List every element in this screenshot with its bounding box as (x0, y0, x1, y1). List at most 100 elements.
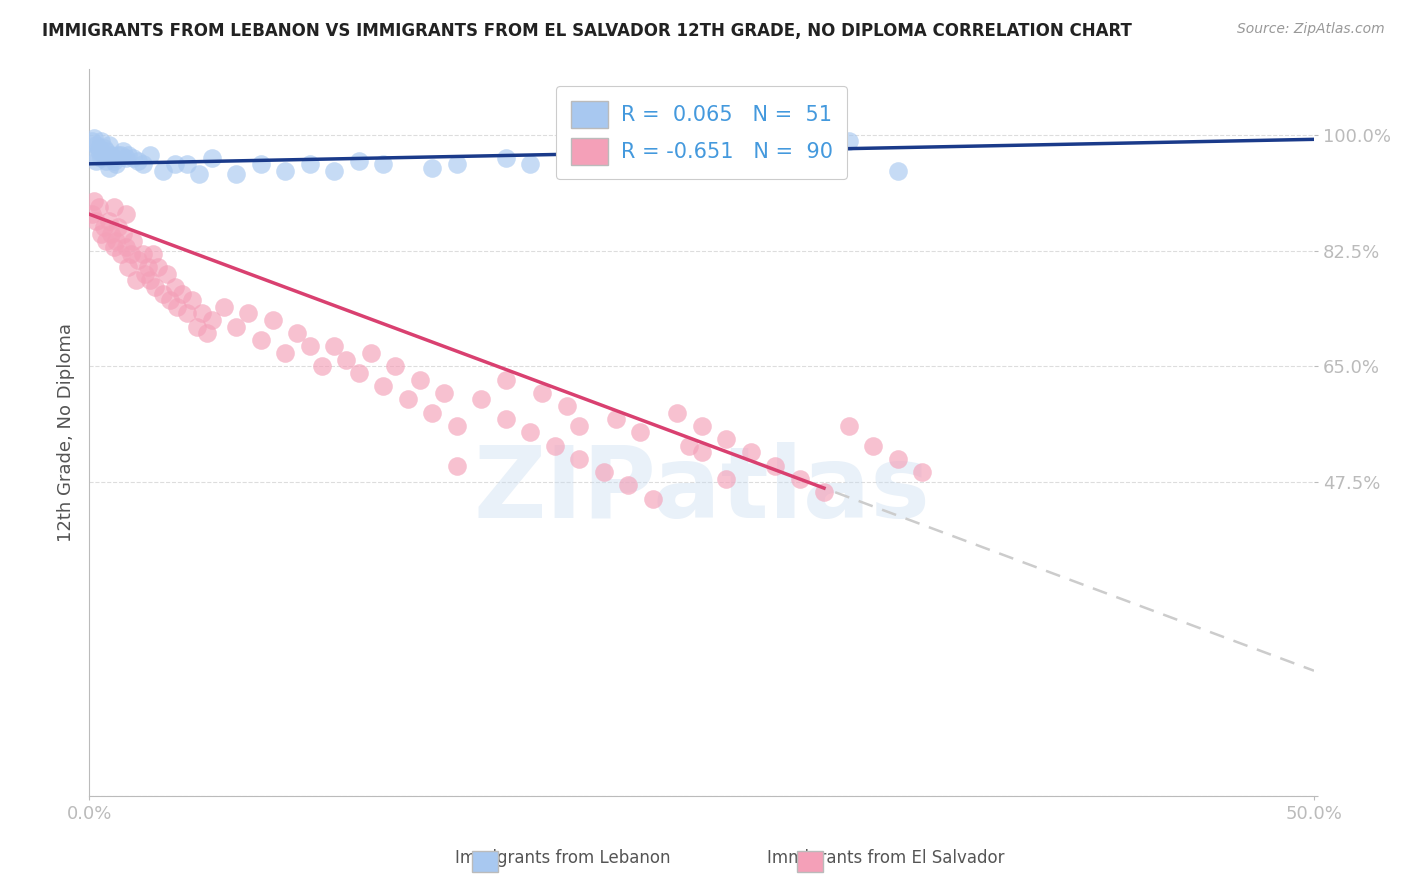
Point (568, 157, 591, 171)
Point (166, 300, 188, 314)
Point (605, 412, 627, 426)
Point (163, 280, 186, 294)
Point (103, 201, 125, 215)
Point (100, 227, 122, 241)
Point (176, 306, 198, 320)
Point (446, 157, 468, 171)
Point (347, 154, 370, 169)
Point (124, 273, 146, 287)
Point (146, 260, 169, 274)
Legend: R =  0.065   N =  51, R = -0.651   N =  90: R = 0.065 N = 51, R = -0.651 N = 90 (555, 87, 846, 179)
Point (97, 137, 120, 152)
Point (132, 247, 155, 261)
Point (110, 147, 132, 161)
Point (360, 346, 382, 360)
Point (96, 154, 118, 169)
Point (96, 145, 118, 159)
Point (103, 154, 125, 169)
Point (139, 273, 162, 287)
Point (568, 418, 591, 433)
Point (433, 385, 456, 400)
Text: Immigrants from Lebanon: Immigrants from Lebanon (454, 849, 671, 867)
Point (114, 151, 136, 165)
Point (80, 207, 103, 221)
Text: IMMIGRANTS FROM LEBANON VS IMMIGRANTS FROM EL SALVADOR 12TH GRADE, NO DIPLOMA CO: IMMIGRANTS FROM LEBANON VS IMMIGRANTS FR… (42, 22, 1132, 40)
Point (96, 234, 118, 248)
Point (543, 439, 565, 453)
Point (117, 260, 139, 274)
Point (176, 157, 198, 171)
Point (384, 359, 406, 374)
Point (114, 207, 136, 221)
Point (837, 134, 859, 148)
Point (740, 445, 762, 459)
Point (83, 131, 105, 145)
Point (212, 300, 235, 314)
Point (97, 161, 120, 175)
Point (238, 306, 260, 320)
Point (152, 164, 174, 178)
Point (190, 306, 212, 320)
Point (249, 333, 271, 347)
Point (122, 234, 145, 248)
Point (446, 458, 468, 473)
Point (156, 267, 179, 281)
Point (105, 234, 128, 248)
Point (335, 352, 357, 367)
Point (274, 346, 297, 360)
Point (274, 164, 297, 178)
Point (122, 151, 145, 165)
Point (103, 240, 125, 254)
Point (519, 157, 541, 171)
Point (86, 137, 108, 152)
Point (93, 141, 115, 155)
Point (495, 412, 517, 426)
Point (120, 247, 142, 261)
Text: Source: ZipAtlas.com: Source: ZipAtlas.com (1237, 22, 1385, 37)
Point (446, 418, 468, 433)
Point (495, 372, 517, 386)
Point (105, 157, 128, 171)
Point (347, 366, 370, 380)
Point (80, 134, 103, 148)
Point (86, 213, 108, 227)
Point (763, 157, 786, 171)
Point (139, 147, 162, 161)
Point (152, 286, 174, 301)
Point (298, 157, 321, 171)
Point (592, 465, 614, 479)
Text: ZIPatlas: ZIPatlas (472, 442, 929, 540)
Point (103, 151, 125, 165)
Point (181, 293, 204, 307)
Point (666, 406, 689, 420)
Point (186, 319, 208, 334)
Point (470, 392, 492, 407)
Point (90, 134, 112, 148)
Point (690, 418, 713, 433)
Point (134, 267, 156, 281)
Point (568, 452, 591, 467)
Point (420, 161, 443, 175)
Point (132, 157, 155, 171)
Point (188, 168, 211, 182)
Point (617, 161, 640, 175)
Point (409, 372, 432, 386)
Point (531, 385, 554, 400)
Point (136, 260, 159, 274)
Point (519, 425, 541, 440)
Point (763, 458, 786, 473)
Point (86, 154, 108, 169)
Point (90, 227, 112, 241)
Point (285, 326, 308, 341)
Point (323, 339, 346, 353)
Point (837, 418, 859, 433)
Point (195, 326, 218, 341)
Point (100, 147, 122, 161)
Point (83, 194, 105, 208)
Point (163, 157, 186, 171)
Point (311, 359, 333, 374)
Point (862, 439, 884, 453)
Point (97, 213, 120, 227)
Point (87, 145, 110, 159)
Text: Immigrants from El Salvador: Immigrants from El Salvador (768, 849, 1004, 867)
